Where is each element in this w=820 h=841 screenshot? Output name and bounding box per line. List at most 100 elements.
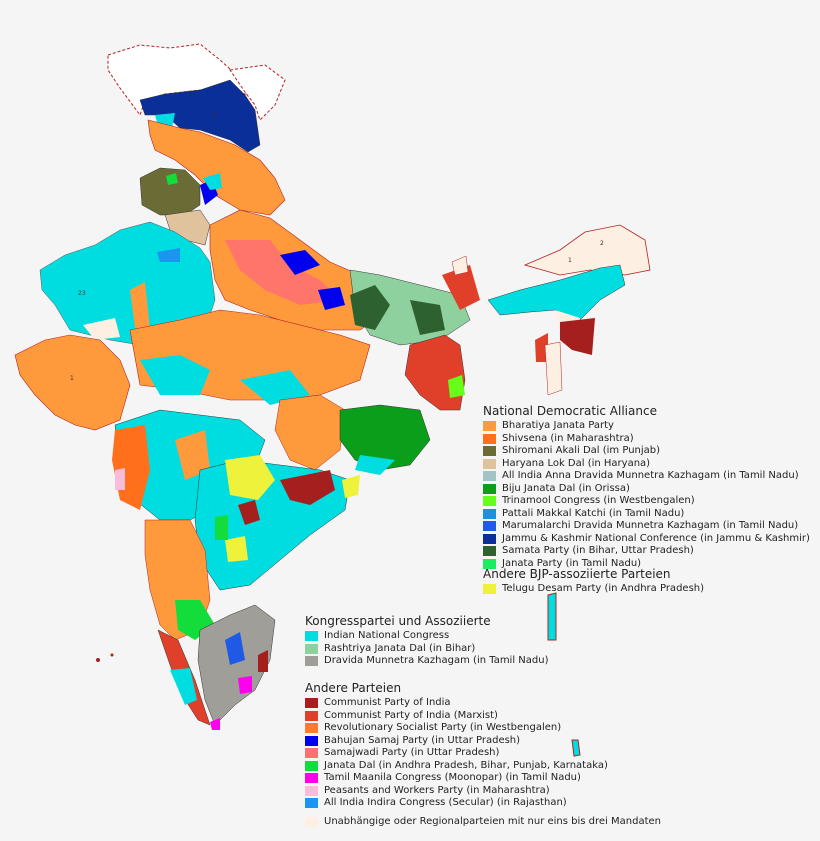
bihar-samata-region-2 <box>410 300 445 335</box>
legend-item-haryana-lok-dal: Haryana Lok Dal (in Haryana) <box>483 458 810 470</box>
andhra-cpi-region-2 <box>238 500 260 525</box>
color-swatch <box>483 584 496 594</box>
color-swatch <box>483 471 496 481</box>
tn-tmc-region-2 <box>210 718 220 730</box>
maharashtra-bjp-region <box>175 430 210 480</box>
andaman-islands <box>547 592 557 641</box>
legend-item-independents: Unabhängige oder Regionalparteien mit nu… <box>305 816 661 828</box>
color-swatch <box>305 785 318 796</box>
color-swatch <box>483 546 496 556</box>
legend-item-dmk: Dravida Munnetra Kazhagam (in Tamil Nadu… <box>305 655 549 667</box>
punjab-janata-dal-region <box>166 173 178 185</box>
legend-item-pwp: Peasants and Workers Party (in Maharasht… <box>305 785 661 797</box>
legend-title: National Democratic Alliance <box>483 404 657 418</box>
kerala-congress-region <box>170 668 197 705</box>
legend-item-bjd: Biju Janata Dal (in Orissa) <box>483 483 810 495</box>
assam-congress-region <box>487 264 626 321</box>
legend-item-aiic-s: All India Indira Congress (Secular) (in … <box>305 797 661 809</box>
color-swatch <box>483 521 496 531</box>
legend-item-cpi: Communist Party of India <box>305 697 661 709</box>
legend-title: Andere BJP-assoziierte Parteien <box>483 567 671 581</box>
tamil-nadu-region <box>197 604 276 726</box>
gujarat-bjp-region <box>14 334 131 431</box>
up-bsp-region <box>280 250 320 275</box>
legend-item-rsp: Revolutionary Socialist Party (in Westbe… <box>305 722 661 734</box>
color-swatch <box>483 533 496 544</box>
legend-item-shivsena: Shivsena (in Maharashtra) <box>483 433 810 445</box>
orissa-bjd-region <box>339 404 431 471</box>
legend-others: Andere Parteien Communist Party of India… <box>305 682 661 828</box>
legend-congress: Kongresspartei und Assoziierte Indian Na… <box>305 615 549 668</box>
north-bengal-region <box>442 265 480 310</box>
rajasthan-bjp-region <box>130 282 150 330</box>
color-swatch <box>305 656 318 666</box>
legend-item-pmk: Pattali Makkal Katchi (in Tamil Nadu) <box>483 508 810 520</box>
color-swatch <box>483 421 496 431</box>
legend-item-tdp: Telugu Desam Party (in Andhra Pradesh) <box>483 583 704 595</box>
legend-item-akali-dal: Shiromani Akali Dal (im Punjab) <box>483 445 810 457</box>
maharashtra-pwp-region <box>115 468 125 490</box>
uttarakhand-congress-region <box>203 173 222 190</box>
color-swatch <box>305 748 318 758</box>
legend-item-sp: Samajwadi Party (in Uttar Pradesh) <box>305 747 661 759</box>
constituency-number: 1 <box>568 257 572 264</box>
tripura-cpm-region <box>535 333 548 362</box>
legend-item-samata: Samata Party (in Bihar, Uttar Pradesh) <box>483 545 810 557</box>
constituency-number: 23 <box>78 290 86 297</box>
legend-item-mdmk: Marumalarchi Dravida Munnetra Kazhagam (… <box>483 520 810 532</box>
legend-item-jknc: Jammu & Kashmir National Conference (in … <box>483 533 810 545</box>
legend-item-bjp: Bharatiya Janata Party <box>483 420 810 432</box>
color-swatch <box>305 643 318 654</box>
andhra-jd-region <box>215 515 228 540</box>
color-swatch <box>483 496 496 506</box>
color-swatch <box>305 816 318 827</box>
aksai-chin-region <box>229 64 286 121</box>
lakshadweep-island <box>96 658 100 662</box>
color-swatch <box>483 483 496 494</box>
punjab-akali-region <box>139 167 201 216</box>
color-swatch <box>305 798 318 808</box>
rajasthan-indep-region <box>83 318 120 340</box>
constituency-number: 1 <box>70 375 74 382</box>
andhra-cpi-region <box>280 470 335 505</box>
lakshadweep-island-2 <box>110 653 114 657</box>
color-swatch <box>483 558 496 569</box>
rajasthan-aiic-region <box>157 248 180 262</box>
legend-item-janata-dal: Janata Dal (in Andhra Pradesh, Bihar, Pu… <box>305 760 661 772</box>
color-swatch <box>483 433 496 444</box>
color-swatch <box>305 723 318 733</box>
color-swatch <box>483 446 496 456</box>
orissa-congress-region <box>355 455 395 475</box>
bihar-samata-region <box>350 285 390 330</box>
wb-trinamool-region <box>448 375 465 398</box>
up-bsp-region-2 <box>318 287 345 310</box>
up-samajwadi-region <box>225 240 340 305</box>
legend-item-inc: Indian National Congress <box>305 630 549 642</box>
legend-item-bsp: Bahujan Samaj Party (in Uttar Pradesh) <box>305 735 661 747</box>
legend-item-janata-party: Janata Party (in Tamil Nadu) <box>483 558 810 570</box>
color-swatch <box>305 760 318 771</box>
constituency-number: 2 <box>600 240 604 247</box>
tn-cpi-region <box>258 650 268 672</box>
color-swatch <box>483 458 496 469</box>
chhattisgarh-region <box>274 394 346 471</box>
legend-title: Andere Parteien <box>305 681 402 695</box>
legend-item-tmc-moopanar: Tamil Maanila Congress (Moonopar) (in Ta… <box>305 772 661 784</box>
himachal-region <box>147 119 286 216</box>
color-swatch <box>305 710 318 721</box>
legend-title: Kongresspartei und Assoziierte <box>305 614 491 628</box>
color-swatch <box>305 773 318 783</box>
color-swatch <box>483 508 496 519</box>
legend-item-rjd: Rashtriya Janata Dal (in Bihar) <box>305 643 549 655</box>
mp-congress-region-2 <box>240 370 310 405</box>
andhra-tdp-region-3 <box>342 475 360 498</box>
andhra-tdp-region-2 <box>225 536 248 562</box>
color-swatch <box>305 698 318 708</box>
legend-item-trinamool: Trinamool Congress (in Westbengalen) <box>483 495 810 507</box>
legend-nda: National Democratic Alliance Bharatiya J… <box>483 405 810 570</box>
west-bengal-cpm-region <box>404 334 466 411</box>
constituency-number: 4 <box>212 112 216 119</box>
color-swatch <box>305 631 318 641</box>
nicobar-islands <box>571 739 581 757</box>
